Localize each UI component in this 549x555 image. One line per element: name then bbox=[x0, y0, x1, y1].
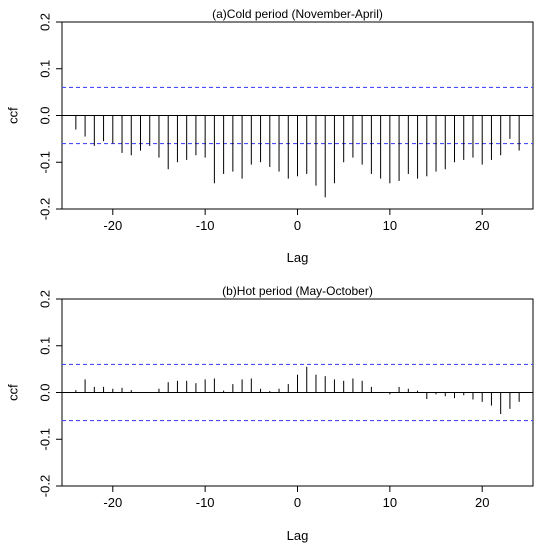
x-tick-label: -10 bbox=[196, 218, 215, 233]
y-tick-label: 0.1 bbox=[37, 60, 52, 78]
chart-title: (b)Hot period (May-October) bbox=[222, 284, 373, 298]
x-tick-label: 0 bbox=[294, 495, 301, 510]
chart-title: (a)Cold period (November-April) bbox=[212, 7, 383, 21]
x-tick-label: -20 bbox=[103, 218, 122, 233]
y-axis-label: ccf bbox=[5, 107, 20, 124]
x-tick-label: 10 bbox=[383, 218, 397, 233]
y-tick-label: 0.1 bbox=[37, 337, 52, 355]
x-tick-label: -10 bbox=[196, 495, 215, 510]
x-tick-label: 20 bbox=[475, 218, 489, 233]
y-tick-label: 0.0 bbox=[37, 106, 52, 124]
y-tick-label: 0.2 bbox=[37, 290, 52, 308]
y-tick-label: -0.2 bbox=[37, 198, 52, 220]
x-tick-label: 10 bbox=[383, 495, 397, 510]
y-tick-label: 0.2 bbox=[37, 13, 52, 31]
y-tick-label: -0.1 bbox=[37, 428, 52, 450]
y-tick-label: 0.0 bbox=[37, 383, 52, 401]
x-tick-label: 20 bbox=[475, 495, 489, 510]
x-axis-label: Lag bbox=[287, 528, 309, 543]
x-tick-label: 0 bbox=[294, 218, 301, 233]
y-tick-label: -0.2 bbox=[37, 475, 52, 497]
x-tick-label: -20 bbox=[103, 495, 122, 510]
y-axis-label: ccf bbox=[5, 384, 20, 401]
y-tick-label: -0.1 bbox=[37, 151, 52, 173]
x-axis-label: Lag bbox=[287, 250, 309, 265]
